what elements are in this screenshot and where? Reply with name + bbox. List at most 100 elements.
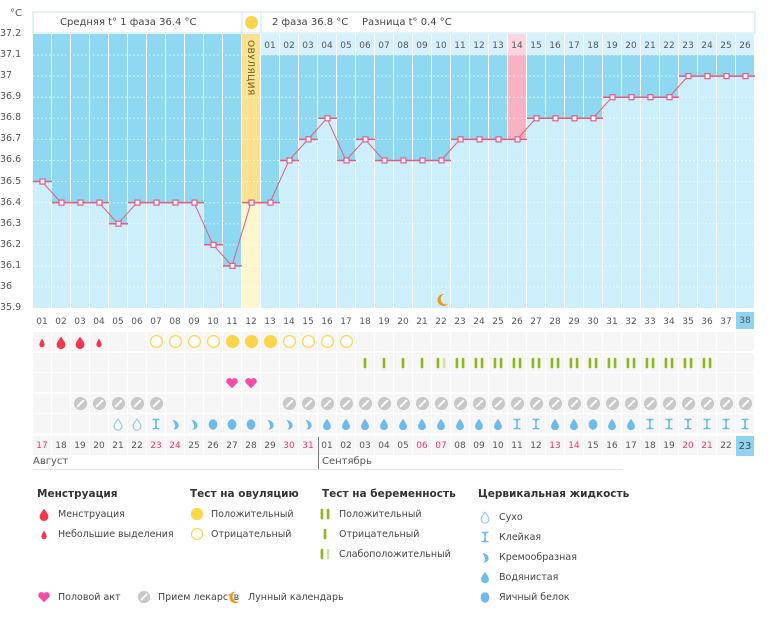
legend-label: Половой акт [58,591,121,603]
upper-fill [451,55,469,140]
calendar-date: 23 [736,436,754,456]
post-ovulation-day-label: 03 [302,41,313,51]
watery-drop-icon [494,418,502,430]
ovulation-negative-icon [166,332,184,351]
post-ovulation-day-label: 26 [739,41,751,51]
legend-item: Кремообразная [478,549,577,565]
calendar-date: 19 [660,436,678,455]
month-divider [318,437,319,469]
row-cell [128,373,146,392]
pill-icon [603,394,621,413]
cycle-day-label: 06 [131,316,143,327]
pill-icon [453,396,467,411]
pill-icon [137,590,151,604]
cycle-day-label: 29 [568,316,580,327]
pregnancy-positive-icon [660,353,678,372]
calendar-date: 22 [128,436,146,455]
post-ovulation-day-cell [546,34,564,55]
lower-fill [52,202,70,308]
temperature-point [495,136,502,143]
egg-white-icon [242,414,260,433]
row-cell [261,353,279,372]
pill-icon [679,394,697,413]
row-cell [185,373,203,392]
legend-item: Положительный [318,506,422,522]
row-cell [356,373,374,392]
row-cell [71,353,89,372]
post-ovulation-day-label: 17 [568,41,579,51]
temperature-point [381,157,388,164]
egg-white-icon [584,414,602,433]
pregnancy-negative-icon [420,357,424,368]
lower-fill [603,97,621,308]
temperature-point [229,262,236,269]
upper-fill [698,55,716,77]
row-cell [185,353,203,372]
cycle-day-label: 13 [264,316,276,327]
row-cell [641,353,659,372]
calendar-date: 17 [622,436,640,455]
lower-fill [546,118,564,308]
cycle-day-label: 22 [435,316,447,327]
dry-drop-icon [113,417,123,431]
post-ovulation-day-label: 22 [663,41,674,51]
legend-item: Положительный [190,506,294,522]
row-cell [242,353,260,372]
ovulation-positive-icon [261,332,279,351]
pregnancy-positive-icon [588,357,598,368]
watery-drop-icon [437,418,445,430]
pill-icon [738,396,752,411]
creamy-icon [172,419,179,429]
row-cell [470,353,488,372]
post-ovulation-day-cell [489,34,507,55]
upper-fill [736,55,754,77]
dry-drop-icon [109,414,127,433]
row-cell [679,373,697,392]
creamy-icon [286,419,293,429]
sticky-icon [152,418,160,429]
legend-label: Положительный [211,508,294,520]
upper-fill [299,55,317,140]
creamy-icon [299,414,317,433]
pregnancy-positive-icon [527,353,545,372]
pill-icon [643,396,657,411]
temperature-point [514,136,521,143]
pill-icon [375,394,393,413]
calendar-date: 13 [546,436,564,455]
pill-icon [394,394,412,413]
creamy-icon [166,414,184,433]
creamy-icon [267,419,274,429]
moon-icon [437,293,448,306]
egg-white-icon [208,418,218,430]
post-ovulation-day-cell [565,34,583,55]
pregnancy-positive-icon [603,353,621,372]
pill-icon [451,394,469,413]
legend-item: Клейкая [478,529,541,545]
y-tick-label: 36 [0,280,13,292]
temperature-point [77,199,84,206]
pregnancy-positive-icon [702,357,712,368]
post-ovulation-day-label: 12 [473,41,484,51]
post-ovulation-day-label: 16 [549,41,561,51]
creamy-icon [185,414,203,433]
pill-icon [434,396,448,411]
temperature-point [39,178,46,185]
legend-item: Сухо [478,509,523,525]
pregnancy-positive-icon [584,353,602,372]
temperature-point [723,73,730,80]
post-ovulation-day-label: 25 [720,41,731,51]
pregnancy-negative-icon [382,357,386,368]
pregnancy-positive-icon [512,357,522,368]
lower-fill [394,160,412,308]
row-cell [223,394,241,413]
row-cell [33,394,51,413]
y-tick-label: 36.8 [0,112,22,124]
row-cell [280,373,298,392]
cycle-day-label: 05 [112,316,124,327]
dry-drop-icon [132,417,142,431]
upper-fill [679,55,697,77]
cycle-day-label: 23 [454,316,466,327]
lower-fill [128,202,146,308]
row-cell [717,373,735,392]
temperature-point [438,157,445,164]
